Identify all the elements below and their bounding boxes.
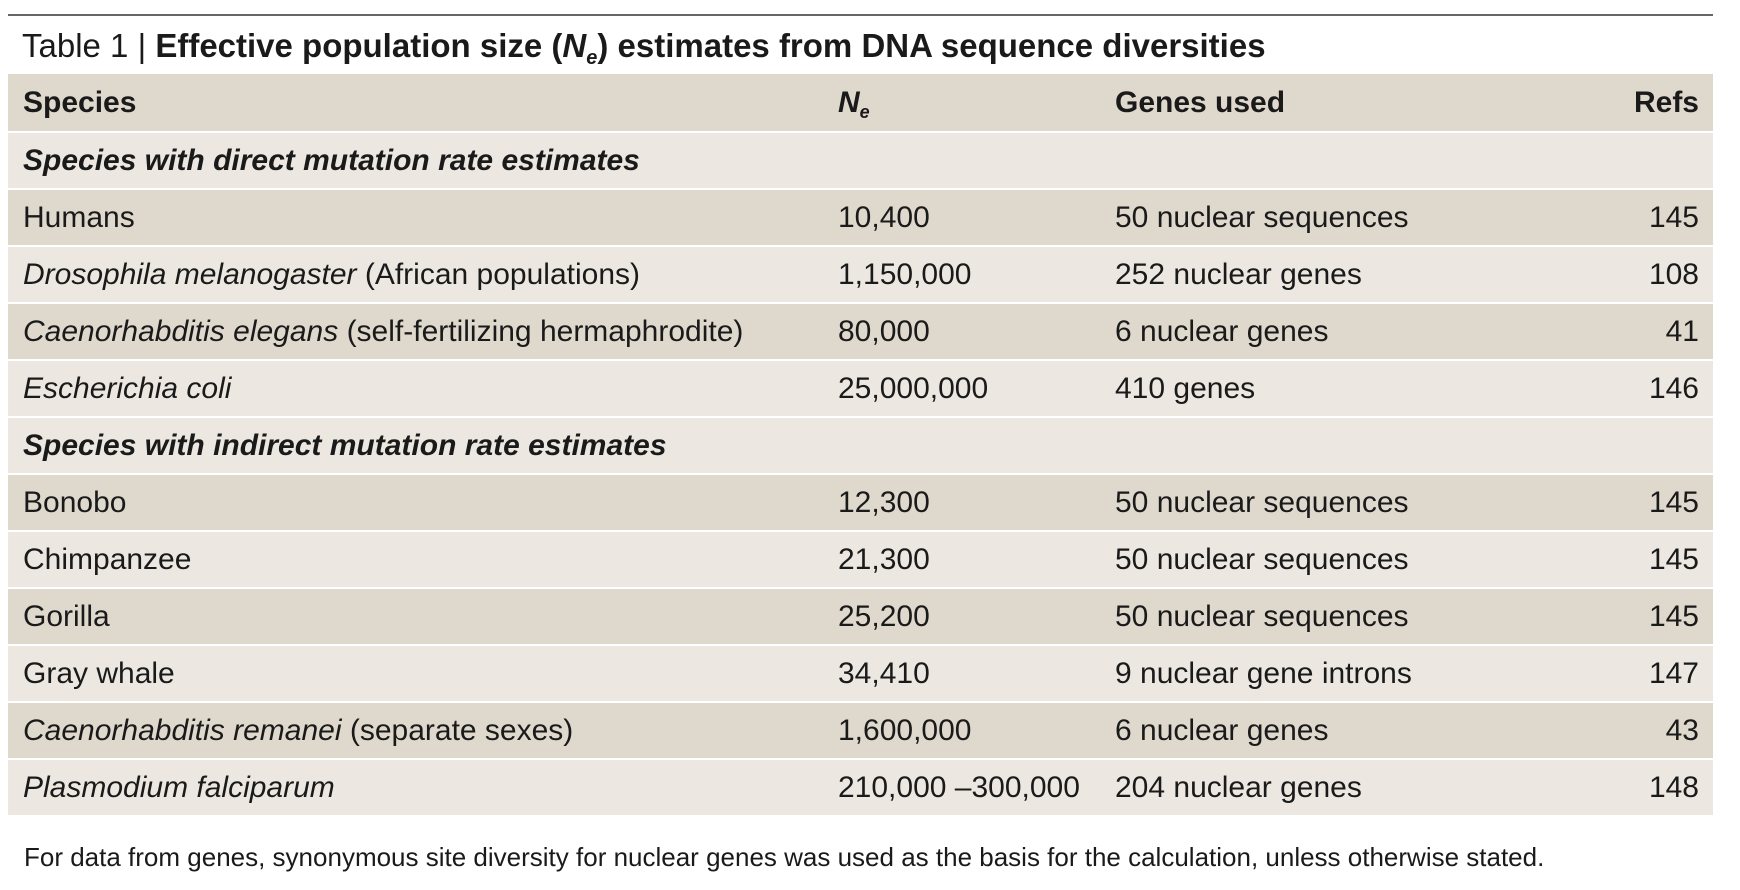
table-row: Drosophila melanogaster (African populat…	[8, 246, 1713, 304]
cell-species: Chimpanzee	[8, 531, 823, 589]
cell-ne: 1,600,000	[823, 702, 1100, 760]
table-row: Caenorhabditis elegans (self-fertilizing…	[8, 303, 1713, 361]
header-ne: Ne	[823, 74, 1100, 133]
species-scientific-name: Caenorhabditis elegans	[23, 314, 339, 348]
cell-genes: 204 nuclear genes	[1100, 759, 1568, 817]
cell-species: Caenorhabditis elegans (self-fertilizing…	[8, 303, 823, 361]
species-scientific-name: Escherichia coli	[23, 371, 232, 405]
cell-ne: 1,150,000	[823, 246, 1100, 304]
top-rule	[8, 14, 1713, 16]
title-prefix: Effective population size (	[155, 27, 563, 64]
species-text: Bonobo	[23, 485, 127, 519]
section-heading-row: Species with direct mutation rate estima…	[8, 132, 1713, 190]
table-body: Species with direct mutation rate estima…	[8, 132, 1713, 817]
cell-refs: 41	[1568, 303, 1713, 361]
table-number: Table 1 |	[22, 27, 156, 64]
section-heading: Species with indirect mutation rate esti…	[8, 417, 1713, 475]
species-text: (self-fertilizing hermaphrodite)	[338, 314, 744, 348]
data-table: Species Ne Genes used Refs Species with …	[8, 74, 1713, 817]
cell-ne: 34,410	[823, 645, 1100, 703]
cell-species: Gray whale	[8, 645, 823, 703]
species-scientific-name: Drosophila melanogaster	[23, 257, 357, 291]
cell-genes: 50 nuclear sequences	[1100, 474, 1568, 532]
cell-species: Drosophila melanogaster (African populat…	[8, 246, 823, 304]
cell-genes: 410 genes	[1100, 360, 1568, 418]
cell-species: Bonobo	[8, 474, 823, 532]
cell-refs: 146	[1568, 360, 1713, 418]
header-genes: Genes used	[1100, 74, 1568, 133]
table-row: Bonobo 12,300 50 nuclear sequences 145	[8, 474, 1713, 532]
table-row: Humans 10,400 50 nuclear sequences 145	[8, 189, 1713, 247]
cell-ne: 21,300	[823, 531, 1100, 589]
header-refs: Refs	[1568, 74, 1713, 133]
cell-species: Escherichia coli	[8, 360, 823, 418]
cell-genes: 9 nuclear gene introns	[1100, 645, 1568, 703]
table-row: Gray whale 34,410 9 nuclear gene introns 14…	[8, 645, 1713, 703]
title-suffix: ) estimates from DNA sequence diversitie…	[597, 27, 1266, 64]
cell-species: Humans	[8, 189, 823, 247]
table-row: Escherichia coli 25,000,000 410 genes 146	[8, 360, 1713, 418]
table-row: Caenorhabditis remanei (separate sexes) 1…	[8, 702, 1713, 760]
section-heading: Species with direct mutation rate estima…	[8, 132, 1713, 190]
table-row: Plasmodium falciparum 210,000 –300,000 204…	[8, 759, 1713, 817]
cell-species: Plasmodium falciparum	[8, 759, 823, 817]
cell-ne: 10,400	[823, 189, 1100, 247]
cell-genes: 252 nuclear genes	[1100, 246, 1568, 304]
cell-genes: 50 nuclear sequences	[1100, 588, 1568, 646]
table-title: Table 1 | Effective population size (Ne)…	[22, 20, 1266, 72]
cell-refs: 145	[1568, 531, 1713, 589]
cell-refs: 108	[1568, 246, 1713, 304]
species-text: (separate sexes)	[341, 713, 574, 747]
footnote: For data from genes, synonymous site div…	[24, 842, 1545, 872]
species-scientific-name: Caenorhabditis remanei	[23, 713, 342, 747]
table-row: Gorilla 25,200 50 nuclear sequences 145	[8, 588, 1713, 646]
cell-genes: 50 nuclear sequences	[1100, 189, 1568, 247]
species-text: Chimpanzee	[23, 542, 192, 576]
cell-genes: 6 nuclear genes	[1100, 702, 1568, 760]
cell-refs: 148	[1568, 759, 1713, 817]
cell-genes: 6 nuclear genes	[1100, 303, 1568, 361]
cell-ne: 210,000 –300,000	[823, 759, 1100, 817]
species-scientific-name: Plasmodium falciparum	[23, 770, 335, 804]
species-text: (African populations)	[356, 257, 640, 291]
cell-species: Gorilla	[8, 588, 823, 646]
cell-refs: 43	[1568, 702, 1713, 760]
title-symbol: Ne	[562, 27, 598, 69]
cell-species: Caenorhabditis remanei (separate sexes)	[8, 702, 823, 760]
table-row: Chimpanzee 21,300 50 nuclear sequences 145	[8, 531, 1713, 589]
cell-refs: 145	[1568, 588, 1713, 646]
species-text: Gorilla	[23, 599, 110, 633]
header-species: Species	[8, 74, 823, 133]
cell-refs: 145	[1568, 189, 1713, 247]
cell-ne: 80,000	[823, 303, 1100, 361]
cell-refs: 147	[1568, 645, 1713, 703]
cell-refs: 145	[1568, 474, 1713, 532]
header-row: Species Ne Genes used Refs	[8, 74, 1713, 133]
cell-genes: 50 nuclear sequences	[1100, 531, 1568, 589]
section-heading-row: Species with indirect mutation rate esti…	[8, 417, 1713, 475]
species-text: Gray whale	[23, 656, 175, 690]
cell-ne: 25,200	[823, 588, 1100, 646]
cell-ne: 25,000,000	[823, 360, 1100, 418]
species-text: Humans	[23, 200, 135, 234]
cell-ne: 12,300	[823, 474, 1100, 532]
